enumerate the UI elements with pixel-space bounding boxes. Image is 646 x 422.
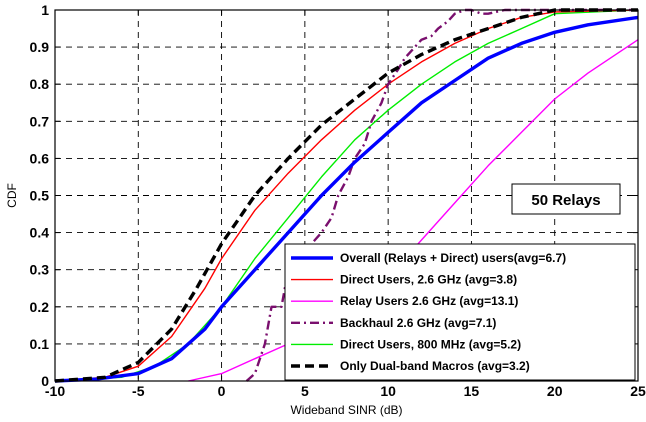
y-tick-label: 0.9 <box>30 39 50 55</box>
ticks-layer: -10 -5 0 5 10 15 20 25 0 0.1 0.2 0.3 0.4 0.5 0.6 0.7 0.8… <box>30 2 646 399</box>
x-tick-label: 15 <box>464 383 480 399</box>
x-tick-label: 10 <box>380 383 396 399</box>
y-tick-label: 0.1 <box>30 336 50 352</box>
annotation-text: 50 Relays <box>531 192 600 209</box>
legend-label-5: Direct Users, 800 MHz (avg=5.2) <box>340 337 521 351</box>
series-layer <box>54 8 639 383</box>
y-tick-label: 0 <box>41 373 49 389</box>
y-tick-label: 0.2 <box>30 299 50 315</box>
series-line-3 <box>188 39 639 382</box>
y-tick-label: 0.4 <box>30 225 50 241</box>
y-tick-label: 1 <box>41 2 49 18</box>
series-line-5 <box>54 9 639 382</box>
x-tick-label: 5 <box>301 383 309 399</box>
y-tick-label: 0.3 <box>30 262 50 278</box>
y-tick-label: 0.7 <box>30 113 50 129</box>
series-line-4 <box>245 8 638 382</box>
x-tick-label: -5 <box>132 383 145 399</box>
series-line-6 <box>54 8 638 383</box>
x-tick-label: 25 <box>630 383 646 399</box>
legend-label-4: Backhaul 2.6 GHz (avg=7.1) <box>340 316 496 330</box>
x-tick-label: -10 <box>45 383 65 399</box>
y-tick-label: 0.6 <box>30 150 50 166</box>
x-tick-label: 20 <box>547 383 563 399</box>
legend: Overall (Relays + Direct) users(avg=6.7)… <box>284 243 636 381</box>
legend-label-1: Overall (Relays + Direct) users(avg=6.7) <box>340 251 566 265</box>
y-tick-label: 0.8 <box>30 76 50 92</box>
legend-frame <box>284 243 636 381</box>
series-line-1 <box>54 15 639 383</box>
legend-label-3: Relay Users 2.6 GHz (avg=13.1) <box>340 294 518 308</box>
x-tick-label: 0 <box>218 383 226 399</box>
y-tick-label: 0.5 <box>30 188 50 204</box>
annotation-frame <box>511 183 621 215</box>
annotation-box: 50 Relays <box>511 183 621 215</box>
x-axis-label: Wideband SINR (dB) <box>290 403 402 417</box>
y-axis-label: CDF <box>5 183 19 208</box>
legend-label-2: Direct Users, 2.6 GHz (avg=3.8) <box>340 273 517 287</box>
legend-label-6: Only Dual-band Macros (avg=3.2) <box>340 359 530 373</box>
